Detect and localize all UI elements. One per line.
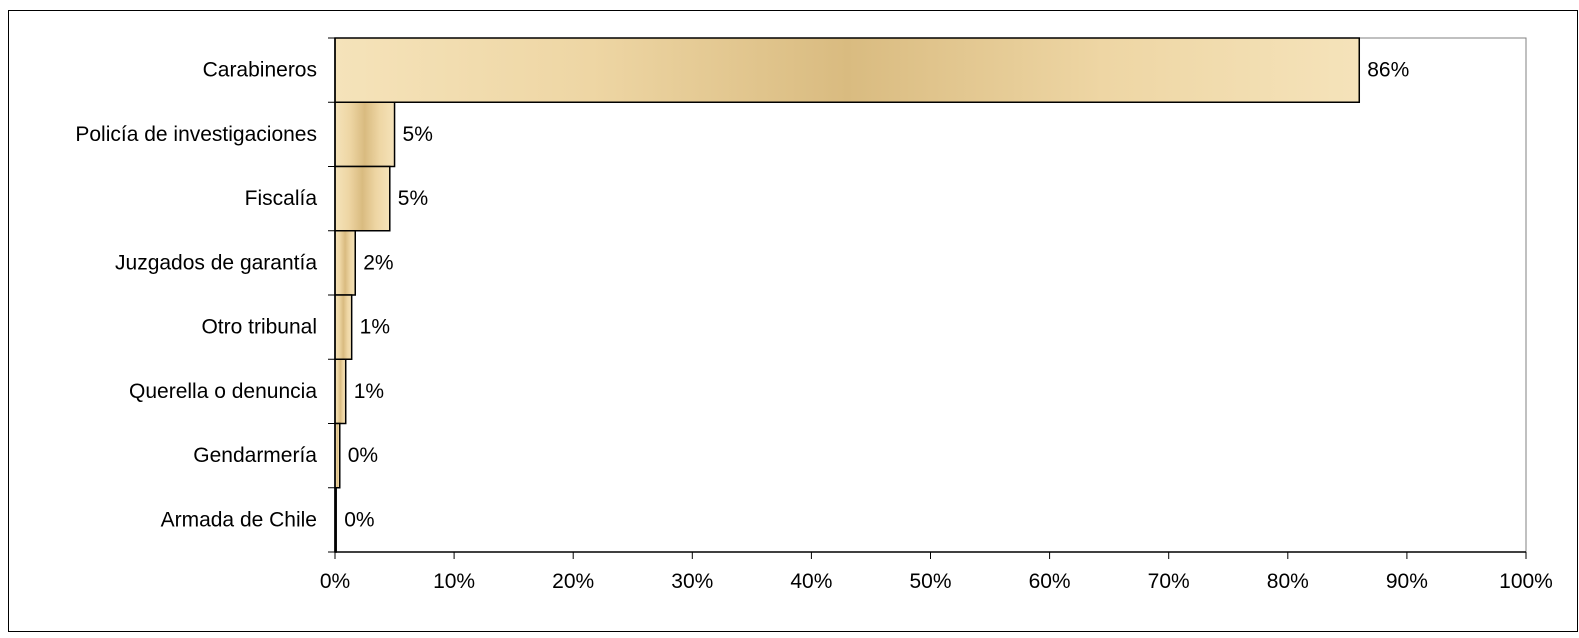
x-tick-label: 90% — [1386, 570, 1428, 593]
x-tick-label: 0% — [320, 570, 350, 593]
bar — [334, 230, 356, 296]
x-tick-label: 10% — [433, 570, 475, 593]
data-label: 5% — [403, 123, 433, 146]
x-tick-label: 80% — [1267, 570, 1309, 593]
bar — [334, 294, 353, 360]
bar — [334, 358, 347, 425]
x-tick-label: 100% — [1499, 570, 1553, 593]
category-label: Otro tribunal — [201, 316, 317, 339]
category-label: Armada de Chile — [161, 508, 317, 531]
chart-outer-border — [8, 10, 1578, 632]
data-label: 1% — [360, 316, 390, 339]
data-label: 2% — [363, 251, 393, 274]
data-label: 86% — [1367, 59, 1409, 82]
x-tick-label: 50% — [909, 570, 951, 593]
bar — [334, 165, 391, 232]
x-tick-label: 30% — [671, 570, 713, 593]
data-label: 1% — [354, 380, 384, 403]
category-label: Carabineros — [203, 59, 317, 82]
bar — [334, 37, 1361, 103]
x-tick-label: 70% — [1148, 570, 1190, 593]
bar — [334, 101, 396, 168]
data-label: 0% — [348, 444, 378, 467]
x-tick-label: 60% — [1029, 570, 1071, 593]
category-label: Policía de investigaciones — [75, 123, 317, 146]
data-label: 0% — [344, 508, 374, 531]
category-label: Juzgados de garantía — [115, 251, 317, 274]
category-label: Querella o denuncia — [129, 380, 317, 403]
data-label: 5% — [398, 187, 428, 210]
x-tick-label: 40% — [790, 570, 832, 593]
category-label: Gendarmería — [193, 444, 317, 467]
category-label: Fiscalía — [245, 187, 318, 210]
x-tick-label: 20% — [552, 570, 594, 593]
